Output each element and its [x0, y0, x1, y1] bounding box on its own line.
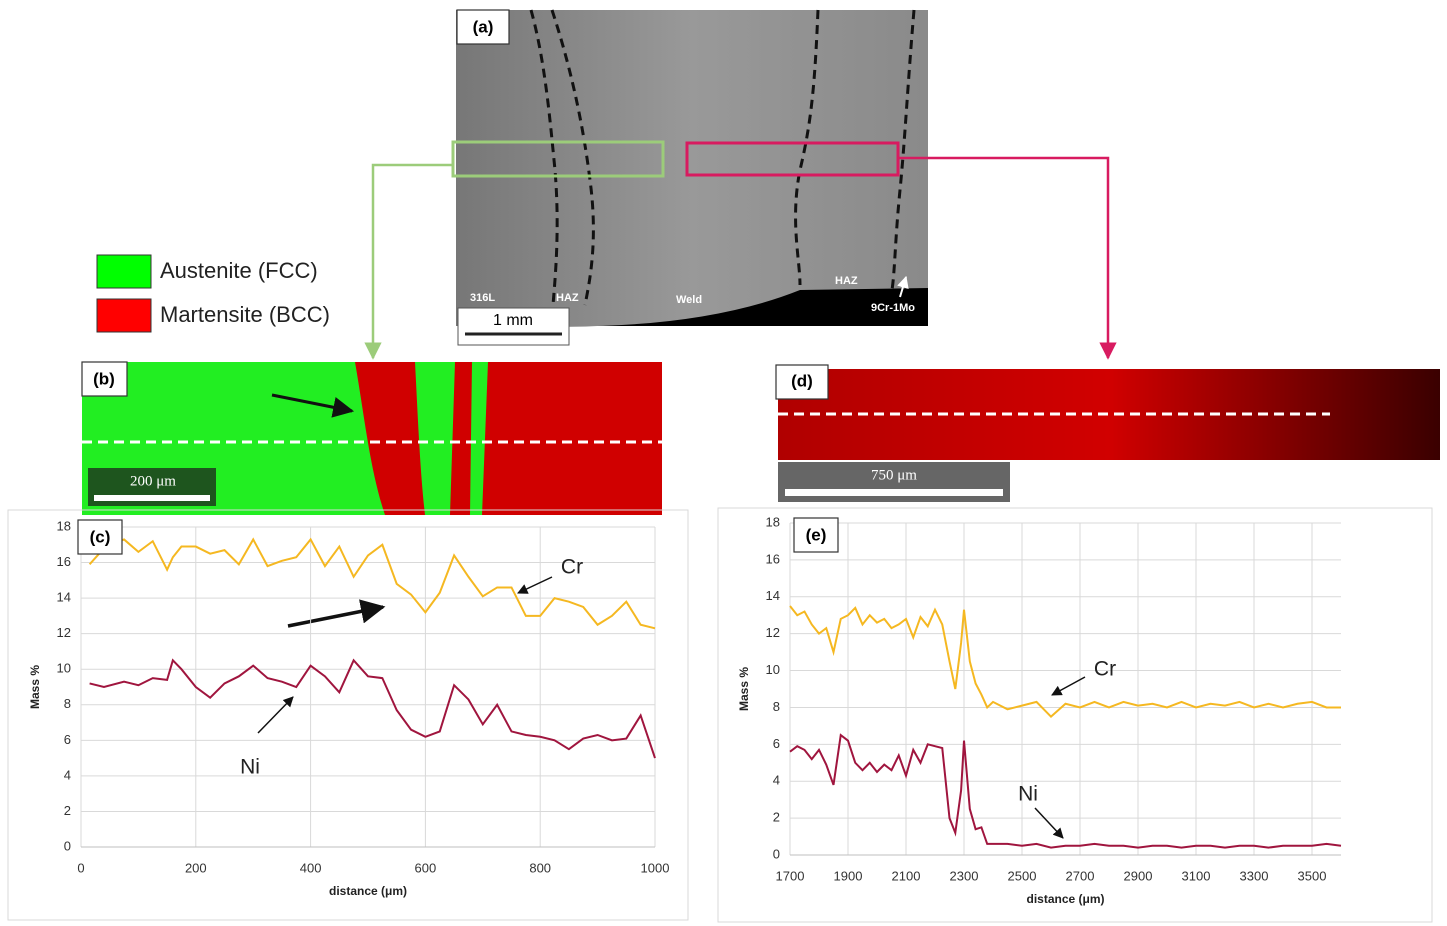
region-label: HAZ [835, 275, 858, 287]
x-tick-label: 2900 [1124, 868, 1153, 883]
x-tick-label: 2500 [1008, 868, 1037, 883]
panel-label-box [793, 517, 839, 553]
y-axis-label: Mass % [28, 665, 42, 709]
scale-bar-label: 200 μm [130, 473, 176, 489]
data-line [789, 733, 1342, 849]
x-tick-label: 1000 [641, 860, 670, 875]
y-tick-label: 14 [766, 588, 780, 603]
x-tick-label: 400 [300, 860, 322, 875]
x-tick-label: 200 [185, 860, 207, 875]
y-tick-label: 6 [64, 732, 71, 747]
y-tick-label: 2 [64, 803, 71, 818]
region-label: 9Cr-1Mo [871, 302, 915, 314]
y-tick-label: 10 [57, 661, 71, 676]
region-label: 316L [470, 292, 495, 304]
x-tick-label: 2100 [892, 868, 921, 883]
annotation-arrow [1051, 676, 1086, 696]
annotation-arrow [517, 576, 553, 594]
scale-bar-label: 750 μm [871, 467, 917, 483]
panel-label: (c) [90, 527, 111, 546]
ebsd-map-b: (b) 200 μm [81, 361, 662, 515]
panel-label: (b) [93, 369, 115, 388]
x-axis-label: distance (μm) [329, 884, 407, 898]
x-tick-label: 3500 [1298, 868, 1327, 883]
scale-bar-label: 1 mm [493, 312, 533, 329]
x-tick-label: 3100 [1182, 868, 1211, 883]
series-annotation: Cr [1094, 658, 1116, 681]
annotation-arrow [257, 696, 294, 734]
y-tick-label: 10 [766, 662, 780, 677]
y-tick-label: 16 [57, 554, 71, 569]
region-label: Weld [676, 294, 702, 306]
y-tick-label: 16 [766, 551, 780, 566]
chart-frame [7, 509, 689, 921]
y-tick-label: 18 [57, 518, 71, 533]
y-tick-label: 18 [766, 514, 780, 529]
x-tick-label: 1900 [834, 868, 863, 883]
legend-swatch [96, 254, 152, 289]
y-tick-label: 0 [64, 838, 71, 853]
data-line [88, 537, 656, 630]
y-tick-label: 4 [773, 773, 780, 788]
x-tick-label: 2700 [1066, 868, 1095, 883]
series-annotation: Ni [1018, 783, 1038, 806]
legend-label: Martensite (BCC) [160, 302, 330, 327]
x-tick-label: 0 [77, 860, 84, 875]
series-annotation: Cr [561, 556, 583, 579]
x-tick-label: 600 [415, 860, 437, 875]
panel-label: (a) [473, 17, 494, 36]
region-label: HAZ [556, 292, 579, 304]
panel-label-box [77, 519, 123, 555]
x-tick-label: 3300 [1240, 868, 1269, 883]
y-tick-label: 8 [773, 699, 780, 714]
ebsd-map-d: (d) 750 μm [775, 364, 1440, 502]
legend-swatch [96, 298, 152, 333]
x-tick-label: 2300 [950, 868, 979, 883]
y-axis-label: Mass % [737, 667, 751, 711]
panel-label: (e) [806, 525, 827, 544]
y-tick-label: 8 [64, 696, 71, 711]
y-tick-label: 14 [57, 590, 71, 605]
y-tick-label: 12 [766, 625, 780, 640]
y-tick-label: 0 [773, 846, 780, 861]
chart-frame [717, 507, 1433, 923]
y-tick-label: 4 [64, 767, 71, 782]
panel-label: (d) [791, 371, 813, 390]
x-tick-label: 1700 [776, 868, 805, 883]
x-tick-label: 800 [529, 860, 551, 875]
data-line [89, 658, 656, 759]
y-tick-label: 2 [773, 810, 780, 825]
series-annotation: Ni [240, 756, 260, 779]
y-tick-label: 12 [57, 625, 71, 640]
y-tick-label: 6 [773, 736, 780, 751]
micrograph-a: (a) 316L HAZ Weld HAZ 9Cr-1Mo 1 mm [451, 9, 928, 346]
legend-label: Austenite (FCC) [160, 258, 318, 283]
data-line [789, 605, 1341, 719]
annotation-arrow [1034, 807, 1064, 839]
x-axis-label: distance (μm) [1026, 892, 1104, 906]
